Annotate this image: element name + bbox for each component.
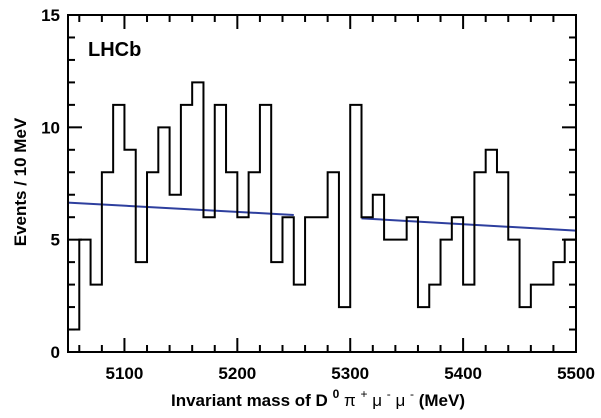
x-axis-title-muon-2: μ (395, 391, 405, 410)
x-axis-title: Invariant mass of D 0 π + μ - μ - (MeV) (171, 383, 465, 410)
x-axis-title-particle-superscript: 0 (333, 387, 340, 401)
fit-line-1 (67, 201, 294, 216)
fit-layer (67, 201, 577, 232)
x-axis-title-muon-1-charge: - (387, 387, 391, 401)
x-axis-title-prefix: Invariant mass of (171, 391, 316, 410)
plot-frame (67, 14, 577, 353)
x-axis-title-pion-charge: + (360, 387, 367, 401)
x-axis-title-pion: π (344, 391, 356, 410)
experiment-label: LHCb (88, 39, 141, 61)
y-tick-label: 5 (51, 231, 60, 250)
y-tick-label: 15 (41, 6, 60, 25)
fit-line-2 (361, 217, 577, 232)
histogram-outline (68, 81, 576, 331)
y-tick-label: 10 (41, 118, 60, 137)
x-tick-label: 5400 (444, 364, 482, 383)
x-tick-label: 5300 (331, 364, 369, 383)
x-axis-title-suffix: (MeV) (419, 391, 465, 410)
axes: 5100 5200 5300 5400 5500 0 5 10 15 (41, 6, 595, 383)
x-axis-title-particle: D (316, 391, 328, 410)
y-tick-label: 0 (51, 343, 60, 362)
x-tick-label: 5100 (106, 364, 144, 383)
x-axis-title-muon-2-charge: - (410, 387, 414, 401)
y-axis-title: Events / 10 MeV (11, 117, 30, 246)
x-tick-label: 5500 (557, 364, 595, 383)
x-tick-label: 5200 (218, 364, 256, 383)
x-axis-title-muon-1: μ (372, 391, 382, 410)
